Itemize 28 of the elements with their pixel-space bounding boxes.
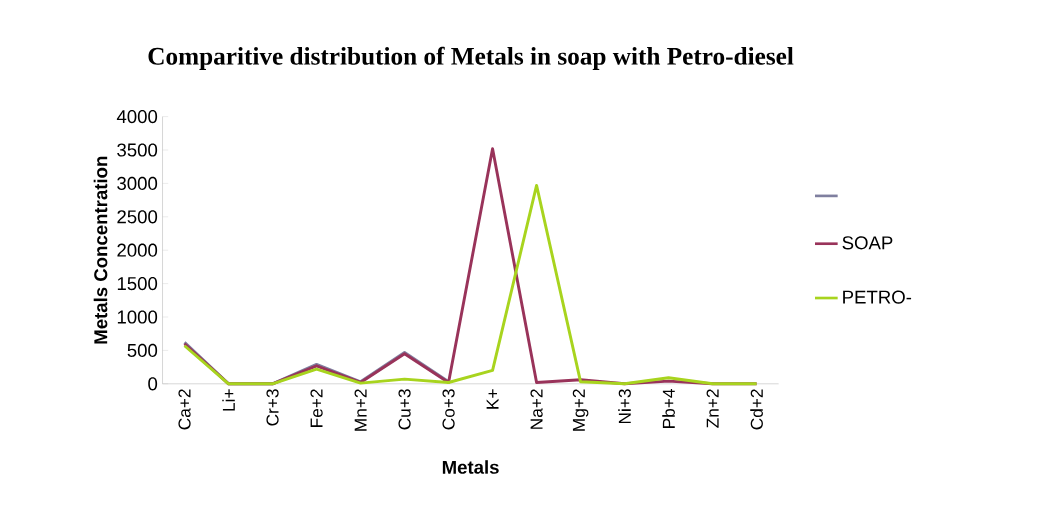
y-tick-label: 4000 [116,110,158,124]
x-tick-label: Cd+2 [750,389,763,430]
y-tick-label: 0 [148,377,158,391]
x-tick-label: Ni+3 [618,389,631,424]
x-tick-label: Li+ [222,389,235,411]
x-tick-label: Mg+2 [572,389,589,431]
x-tick-label: Na+2 [530,389,543,429]
chart-title: Comparitive distribution of Metals in soap with Petro-diesel [148,46,794,70]
y-tick-label: 500 [127,343,158,357]
y-tick-label: 1500 [117,277,158,291]
x-tick-label: Zn+2 [706,389,719,428]
x-tick-label: Pb+4 [662,389,675,428]
x-tick-label: K+ [486,389,499,409]
y-tick-label: 3000 [117,176,158,190]
y-tick-label: 2500 [117,210,158,224]
x-tick-label: Mn+2 [354,389,367,431]
y-tick-label: 1000 [117,310,158,324]
x-axis-title: Metals [442,460,499,474]
x-tick-label: Cr+3 [266,389,279,426]
legend-label: PETRO- [843,290,912,304]
y-tick-label: 3500 [117,143,158,157]
y-axis-title: Metals Concentration [93,156,108,344]
y-tick-label: 2000 [117,243,158,257]
x-tick-label: Co+3 [442,389,455,430]
x-tick-label: Ca+2 [178,389,191,430]
legend-label: SOAP [842,236,893,250]
x-tick-label: Fe+2 [310,389,323,427]
x-tick-label: Cu+3 [398,389,411,430]
